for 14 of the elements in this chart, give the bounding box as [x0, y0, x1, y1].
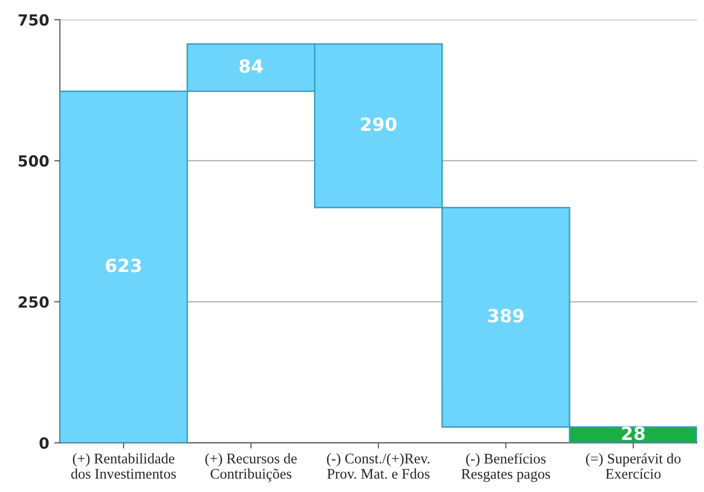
x-tick-label: (=) Superávit do Exercício: [586, 453, 681, 479]
x-tick-label: (+) Recursos de Contribuições: [205, 453, 297, 482]
data-label: 290: [360, 117, 396, 131]
y-tick-label: 750: [18, 14, 49, 26]
x-tick-label: (-) Benefícios Resgates pagos: [461, 453, 550, 482]
data-label: 623: [106, 258, 141, 272]
x-tick-label: (-) Const./(+)Rev. Prov. Mat. e Fdos: [327, 453, 430, 479]
y-tick-label: 250: [18, 296, 49, 308]
y-tick-label: 500: [18, 155, 49, 167]
data-label: 84: [240, 59, 263, 73]
data-label: 389: [488, 308, 524, 323]
y-tick-label: 0: [40, 437, 49, 449]
x-tick-label: (+) Rentabilidade dos Investimentos: [71, 453, 176, 479]
data-label: 28: [622, 426, 645, 440]
